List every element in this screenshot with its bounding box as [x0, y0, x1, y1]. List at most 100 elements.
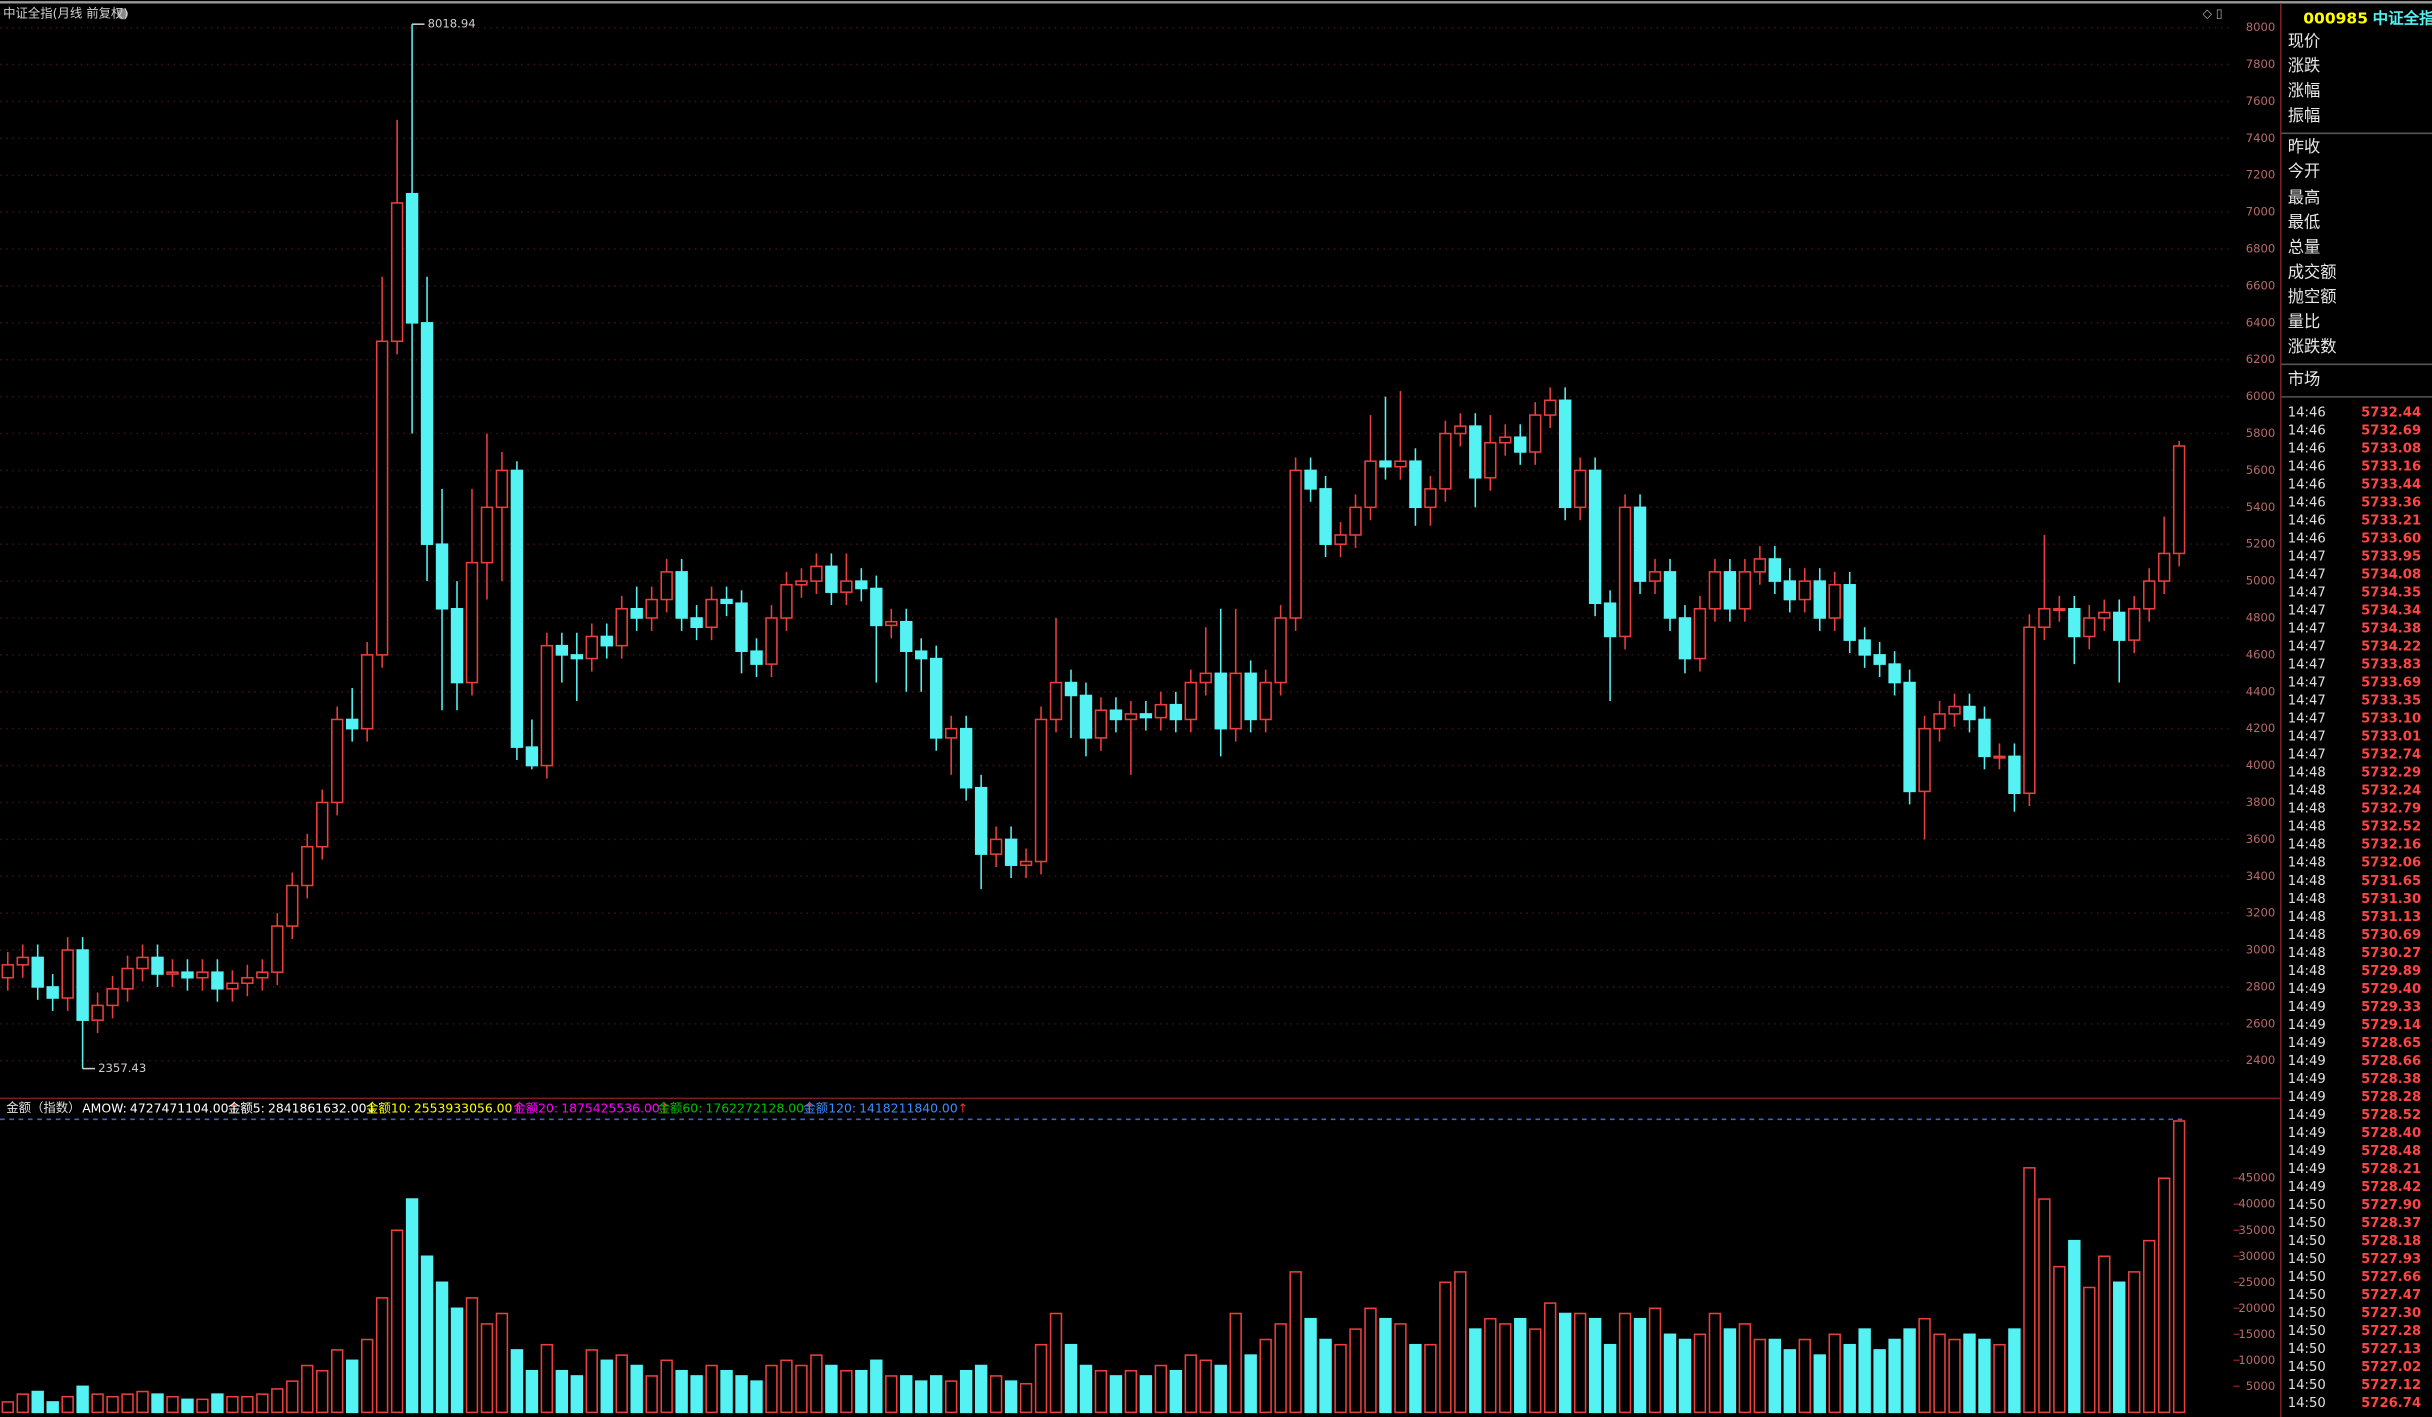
y-tick-label: 3800 — [2246, 795, 2276, 809]
tick-time: 14:49 — [2288, 1000, 2326, 1015]
volume-bar — [1319, 1338, 1332, 1414]
volume-bar — [1439, 1281, 1452, 1414]
volume-bar — [1843, 1343, 1856, 1414]
volume-bar — [1798, 1338, 1811, 1414]
volume-bar — [1334, 1343, 1347, 1414]
candle-body — [989, 838, 1003, 855]
candle-body — [405, 192, 419, 324]
candle-body — [810, 565, 823, 582]
candle-body — [855, 580, 868, 590]
volume-bar — [1768, 1338, 1782, 1414]
tick-price: 5728.21 — [2361, 1162, 2421, 1177]
candle-body — [1124, 713, 1138, 721]
tick-price: 5734.22 — [2361, 640, 2421, 655]
volume-bar — [1304, 1317, 1317, 1414]
tick-time: 14:47 — [2288, 694, 2326, 709]
candle-body — [1334, 534, 1347, 545]
tick-price: 5729.89 — [2361, 964, 2421, 979]
candle-body — [1828, 584, 1841, 619]
y-tick-label: 5000 — [2246, 1379, 2276, 1393]
tick-time: 14:47 — [2288, 658, 2326, 673]
y-tick-label: 35000 — [2238, 1223, 2275, 1237]
volume-bar — [1978, 1338, 1991, 1414]
candle-body — [1139, 713, 1153, 719]
volume-bar — [1124, 1369, 1138, 1414]
volume-bar — [1993, 1343, 2006, 1414]
candle-body — [1214, 672, 1227, 730]
candle-body — [1034, 718, 1048, 863]
tick-price: 5727.90 — [2361, 1198, 2421, 1213]
tick-price: 5731.65 — [2361, 874, 2421, 889]
volume-bar — [2172, 1120, 2186, 1414]
volume-bar — [1379, 1317, 1392, 1414]
candle-body — [1154, 703, 1168, 719]
volume-bar — [1963, 1333, 1976, 1414]
volume-bar — [2142, 1239, 2156, 1414]
tick-price: 5727.93 — [2361, 1252, 2421, 1267]
volume-bar — [1259, 1338, 1272, 1414]
tick-price: 5733.08 — [2361, 441, 2421, 456]
legend-value: 2553933056.00 — [414, 1100, 513, 1115]
tick-price: 5727.47 — [2361, 1288, 2421, 1303]
candle-body — [2053, 607, 2066, 612]
tick-time: 14:49 — [2288, 1180, 2326, 1195]
y-tick-label: 2400 — [2246, 1053, 2276, 1067]
candle-body — [2098, 611, 2111, 619]
legend-label: 金额60: — [658, 1100, 703, 1115]
legend-label: AMOW: — [82, 1100, 127, 1115]
candle-body — [1633, 506, 1647, 582]
volume-bar — [1499, 1323, 1512, 1414]
volume-bar — [301, 1364, 314, 1414]
candle-body — [1918, 727, 1931, 793]
y-tick-label: 25000 — [2238, 1275, 2275, 1289]
candle-body — [1424, 488, 1437, 509]
title-icon[interactable] — [117, 8, 128, 20]
tick-price: 5733.60 — [2361, 531, 2421, 546]
toolbar-icon[interactable]: ◇ ▯ — [2202, 5, 2222, 20]
volume-bar — [1813, 1354, 1826, 1414]
volume-bar — [855, 1369, 868, 1414]
y-tick-label: 6800 — [2246, 242, 2276, 256]
volume-bar — [989, 1375, 1003, 1414]
legend-arrow: ↑ — [229, 1100, 239, 1115]
volume-bar — [959, 1369, 973, 1414]
candle-body — [959, 727, 973, 789]
candle-body — [795, 580, 808, 586]
candle-body — [1319, 488, 1332, 545]
candle-body — [1708, 571, 1722, 610]
volume-bar — [2008, 1328, 2021, 1414]
volume-bar — [705, 1364, 718, 1414]
tick-time: 14:48 — [2288, 766, 2326, 781]
tick-time: 14:49 — [2288, 1018, 2326, 1033]
volume-bar — [1049, 1312, 1063, 1414]
volume-bar — [1094, 1369, 1108, 1414]
candle-body — [720, 598, 733, 605]
candle-body — [1768, 558, 1782, 582]
candle-body — [2172, 445, 2186, 555]
volume-bar — [900, 1375, 913, 1414]
quote-field: 涨幅 — [2288, 81, 2321, 100]
volume-bar — [435, 1281, 449, 1414]
tick-price: 5732.24 — [2361, 784, 2421, 799]
candle-body — [465, 561, 479, 684]
candle-body — [1648, 571, 1662, 582]
candle-body — [1259, 681, 1272, 721]
tick-price: 5733.35 — [2361, 694, 2421, 709]
volume-bar — [405, 1198, 419, 1414]
tick-price: 5730.69 — [2361, 928, 2421, 943]
tick-price: 5727.28 — [2361, 1324, 2421, 1339]
candle-body — [151, 956, 164, 975]
quote-code: 000985 — [2303, 9, 2368, 27]
volume-bar — [1678, 1338, 1692, 1414]
candle-body — [780, 584, 793, 619]
volume-bar — [825, 1364, 838, 1414]
tick-time: 14:48 — [2288, 802, 2326, 817]
candle-body — [525, 746, 539, 767]
tick-price: 5733.95 — [2361, 550, 2421, 565]
y-tick-label: 8000 — [2246, 20, 2276, 34]
volume-bar — [1723, 1328, 1737, 1414]
candle-body — [46, 986, 59, 999]
tick-price: 5731.13 — [2361, 910, 2421, 925]
volume-bar — [660, 1359, 673, 1414]
